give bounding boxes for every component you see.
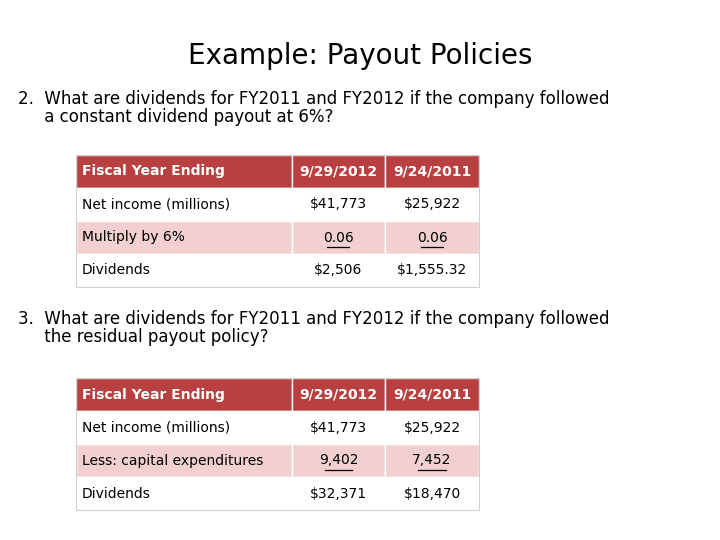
Text: 9/29/2012: 9/29/2012 xyxy=(300,388,377,402)
Text: $41,773: $41,773 xyxy=(310,198,367,212)
Bar xyxy=(292,444,385,477)
Bar xyxy=(292,378,385,411)
Text: 2.  What are dividends for FY2011 and FY2012 if the company followed: 2. What are dividends for FY2011 and FY2… xyxy=(18,90,610,108)
Text: $41,773: $41,773 xyxy=(310,421,367,435)
Bar xyxy=(385,411,479,444)
Text: Dividends: Dividends xyxy=(81,487,150,501)
Bar xyxy=(76,378,479,510)
Text: $32,371: $32,371 xyxy=(310,487,367,501)
Bar xyxy=(292,155,385,188)
Bar xyxy=(385,254,479,287)
Bar xyxy=(76,444,292,477)
Bar xyxy=(292,254,385,287)
Bar xyxy=(292,477,385,510)
Text: $25,922: $25,922 xyxy=(403,421,461,435)
Bar xyxy=(76,155,479,287)
Text: Dividends: Dividends xyxy=(81,264,150,278)
Text: a constant dividend payout at 6%?: a constant dividend payout at 6%? xyxy=(18,108,333,126)
Text: 7,452: 7,452 xyxy=(413,454,451,468)
Bar xyxy=(385,378,479,411)
Bar xyxy=(76,188,292,221)
Text: 9/29/2012: 9/29/2012 xyxy=(300,165,377,179)
Text: Net income (millions): Net income (millions) xyxy=(81,421,230,435)
Text: Less: capital expenditures: Less: capital expenditures xyxy=(81,454,263,468)
Bar xyxy=(385,188,479,221)
Text: 0.06: 0.06 xyxy=(417,231,447,245)
Bar xyxy=(385,477,479,510)
Text: 9/24/2011: 9/24/2011 xyxy=(393,165,471,179)
Bar xyxy=(76,254,292,287)
Bar xyxy=(76,411,292,444)
Text: the residual payout policy?: the residual payout policy? xyxy=(18,328,269,346)
Bar xyxy=(76,221,292,254)
Bar xyxy=(292,221,385,254)
Text: $18,470: $18,470 xyxy=(403,487,461,501)
Text: Example: Payout Policies: Example: Payout Policies xyxy=(188,42,532,70)
Text: 3.  What are dividends for FY2011 and FY2012 if the company followed: 3. What are dividends for FY2011 and FY2… xyxy=(18,310,610,328)
Text: Net income (millions): Net income (millions) xyxy=(81,198,230,212)
Text: $25,922: $25,922 xyxy=(403,198,461,212)
Bar xyxy=(385,444,479,477)
Bar xyxy=(385,155,479,188)
Text: 9/24/2011: 9/24/2011 xyxy=(393,388,471,402)
Bar xyxy=(292,411,385,444)
Text: Fiscal Year Ending: Fiscal Year Ending xyxy=(81,388,225,402)
Text: Multiply by 6%: Multiply by 6% xyxy=(81,231,184,245)
Bar xyxy=(76,477,292,510)
Text: Fiscal Year Ending: Fiscal Year Ending xyxy=(81,165,225,179)
Bar xyxy=(292,188,385,221)
Text: 0.06: 0.06 xyxy=(323,231,354,245)
Text: $1,555.32: $1,555.32 xyxy=(397,264,467,278)
Text: 9,402: 9,402 xyxy=(319,454,358,468)
Bar xyxy=(76,155,292,188)
Bar xyxy=(76,378,292,411)
Text: $2,506: $2,506 xyxy=(314,264,363,278)
Bar xyxy=(385,221,479,254)
